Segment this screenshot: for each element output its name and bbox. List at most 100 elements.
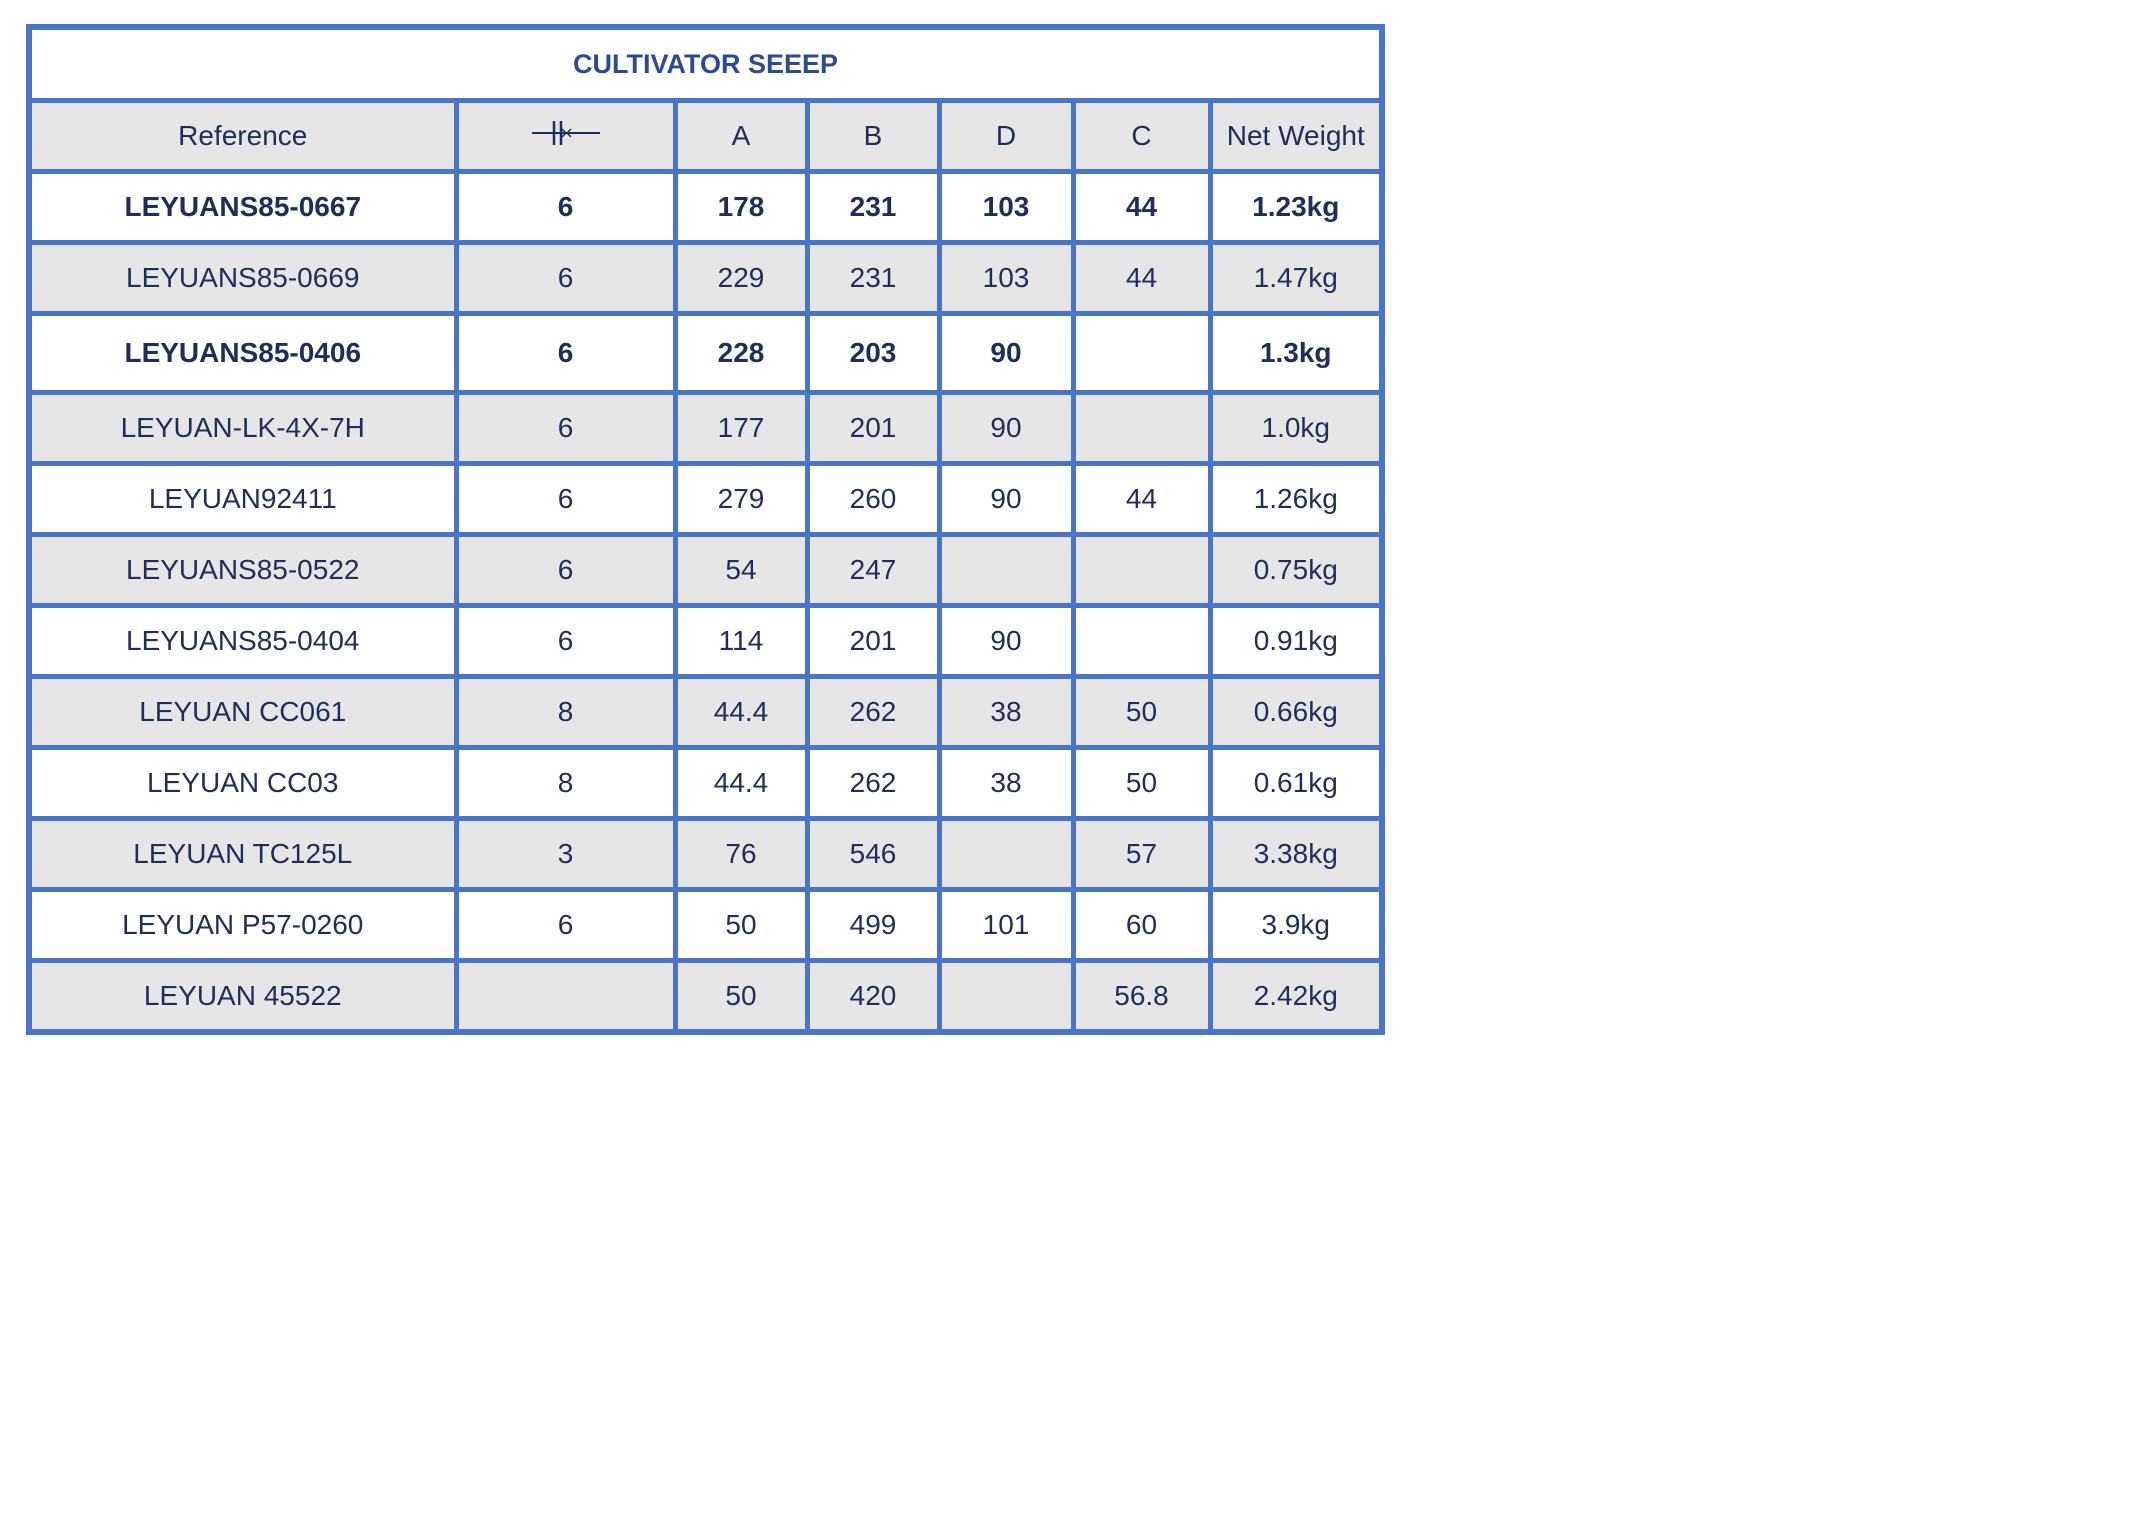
column-header-reference: Reference — [26, 98, 459, 174]
cell-flange: 6 — [453, 603, 678, 679]
cell-b: 260 — [804, 461, 942, 537]
cell-reference: LEYUANS85-0522 — [26, 532, 459, 608]
cell-net-weight: 0.61kg — [1207, 745, 1385, 821]
cell-d — [936, 958, 1076, 1035]
cell-reference: LEYUAN P57-0260 — [26, 887, 459, 963]
cell-flange: 8 — [453, 674, 678, 750]
table-body: LEYUANS85-0667 6 178 231 103 44 1.23kg LEYUANS8… — [26, 169, 1385, 1035]
column-header-c: C — [1070, 98, 1213, 174]
cell-reference: LEYUANS85-0667 — [26, 169, 459, 245]
table-row: LEYUANS85-0522 6 54 247 0.75kg — [26, 532, 1385, 608]
cell-b: 203 — [804, 311, 942, 395]
cell-b: 231 — [804, 240, 942, 316]
cell-b: 420 — [804, 958, 942, 1035]
cell-flange: 6 — [453, 240, 678, 316]
cell-net-weight: 2.42kg — [1207, 958, 1385, 1035]
cell-flange: 6 — [453, 532, 678, 608]
cell-b: 262 — [804, 745, 942, 821]
cell-net-weight: 1.0kg — [1207, 390, 1385, 466]
cell-reference: LEYUAN92411 — [26, 461, 459, 537]
cell-d: 101 — [936, 887, 1076, 963]
cell-a: 76 — [672, 816, 810, 892]
table-row: LEYUAN 45522 50 420 56.8 2.42kg — [26, 958, 1385, 1035]
cell-a: 44.4 — [672, 674, 810, 750]
cell-d: 38 — [936, 745, 1076, 821]
cell-c — [1070, 311, 1213, 395]
table-row: LEYUAN CC03 8 44.4 262 38 50 0.61kg — [26, 745, 1385, 821]
cell-d: 103 — [936, 169, 1076, 245]
table-row: LEYUAN P57-0260 6 50 499 101 60 3.9kg — [26, 887, 1385, 963]
cell-c: 44 — [1070, 240, 1213, 316]
cultivator-spec-table: CULTIVATOR SEEEP Reference A B D C Net Weight… — [26, 24, 1385, 1035]
cell-reference: LEYUAN 45522 — [26, 958, 459, 1035]
cell-flange — [453, 958, 678, 1035]
cell-b: 231 — [804, 169, 942, 245]
cell-flange: 6 — [453, 461, 678, 537]
cell-d: 90 — [936, 311, 1076, 395]
cell-b: 546 — [804, 816, 942, 892]
cell-net-weight: 1.47kg — [1207, 240, 1385, 316]
cell-a: 114 — [672, 603, 810, 679]
cell-reference: LEYUAN TC125L — [26, 816, 459, 892]
cell-d — [936, 532, 1076, 608]
table-row: LEYUANS85-0404 6 114 201 90 0.91kg — [26, 603, 1385, 679]
cell-flange: 6 — [453, 169, 678, 245]
table-row: LEYUAN CC061 8 44.4 262 38 50 0.66kg — [26, 674, 1385, 750]
cell-net-weight: 3.38kg — [1207, 816, 1385, 892]
cell-net-weight: 0.91kg — [1207, 603, 1385, 679]
table-row: LEYUANS85-0669 6 229 231 103 44 1.47kg — [26, 240, 1385, 316]
flange-spacing-icon — [531, 120, 600, 145]
cell-a: 279 — [672, 461, 810, 537]
column-header-net-weight: Net Weight — [1207, 98, 1385, 174]
cell-flange: 6 — [453, 390, 678, 466]
cell-d: 103 — [936, 240, 1076, 316]
cell-a: 44.4 — [672, 745, 810, 821]
cell-reference: LEYUAN-LK-4X-7H — [26, 390, 459, 466]
cell-reference: LEYUAN CC061 — [26, 674, 459, 750]
cell-flange: 6 — [453, 887, 678, 963]
cell-d: 90 — [936, 461, 1076, 537]
cell-net-weight: 1.23kg — [1207, 169, 1385, 245]
table-row: LEYUAN-LK-4X-7H 6 177 201 90 1.0kg — [26, 390, 1385, 466]
cell-a: 178 — [672, 169, 810, 245]
cell-a: 229 — [672, 240, 810, 316]
cell-c: 56.8 — [1070, 958, 1213, 1035]
cell-net-weight: 1.26kg — [1207, 461, 1385, 537]
table-row: LEYUANS85-0406 6 228 203 90 1.3kg — [26, 311, 1385, 395]
cell-b: 201 — [804, 390, 942, 466]
cell-b: 499 — [804, 887, 942, 963]
column-header-d: D — [936, 98, 1076, 174]
cell-a: 177 — [672, 390, 810, 466]
cell-net-weight: 1.3kg — [1207, 311, 1385, 395]
cell-reference: LEYUANS85-0406 — [26, 311, 459, 395]
cell-flange: 3 — [453, 816, 678, 892]
table-row: LEYUAN TC125L 3 76 546 57 3.38kg — [26, 816, 1385, 892]
cell-reference: LEYUANS85-0669 — [26, 240, 459, 316]
cell-a: 50 — [672, 887, 810, 963]
cell-flange: 8 — [453, 745, 678, 821]
cell-a: 54 — [672, 532, 810, 608]
cell-a: 228 — [672, 311, 810, 395]
cell-c: 60 — [1070, 887, 1213, 963]
cell-net-weight: 0.66kg — [1207, 674, 1385, 750]
column-header-a: A — [672, 98, 810, 174]
cell-d: 90 — [936, 603, 1076, 679]
table-title: CULTIVATOR SEEEP — [26, 24, 1385, 103]
cell-c — [1070, 390, 1213, 466]
column-header-flange — [453, 98, 678, 174]
cell-c: 44 — [1070, 461, 1213, 537]
cell-b: 247 — [804, 532, 942, 608]
cell-flange: 6 — [453, 311, 678, 395]
cell-reference: LEYUANS85-0404 — [26, 603, 459, 679]
cell-d: 38 — [936, 674, 1076, 750]
cell-c: 44 — [1070, 169, 1213, 245]
cell-c: 57 — [1070, 816, 1213, 892]
column-header-b: B — [804, 98, 942, 174]
cell-a: 50 — [672, 958, 810, 1035]
table-row: LEYUAN92411 6 279 260 90 44 1.26kg — [26, 461, 1385, 537]
cell-c — [1070, 603, 1213, 679]
cell-reference: LEYUAN CC03 — [26, 745, 459, 821]
cell-b: 201 — [804, 603, 942, 679]
cell-c: 50 — [1070, 674, 1213, 750]
cell-net-weight: 0.75kg — [1207, 532, 1385, 608]
